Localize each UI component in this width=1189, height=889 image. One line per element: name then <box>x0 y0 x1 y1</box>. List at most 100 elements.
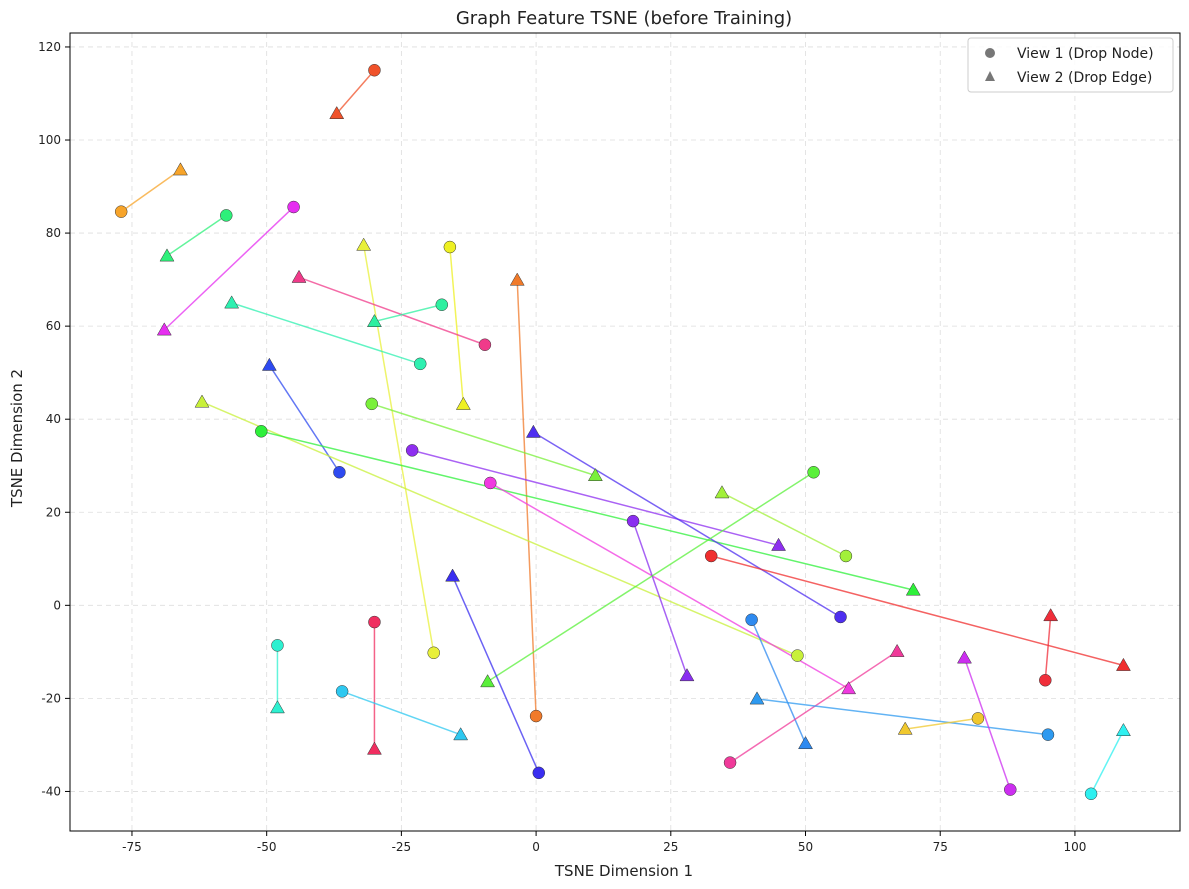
pair-connector-line <box>905 717 979 730</box>
pair-connector-line <box>120 169 181 213</box>
view1-point <box>335 685 349 698</box>
axis-ticks: -75 -50 -25 0 25 50 75 100 -40 -20 0 20 40 60 80 100 120 <box>38 40 1086 854</box>
view2-point <box>224 295 240 309</box>
view2-point <box>897 721 913 735</box>
view1-point <box>723 756 737 769</box>
y-tick-label: 0 <box>53 598 61 612</box>
view2-point <box>445 568 461 582</box>
y-tick-label: 100 <box>38 133 61 147</box>
view2-point <box>1043 608 1059 622</box>
legend-circle-icon <box>985 48 995 58</box>
pair-connector-line <box>231 302 421 365</box>
legend-entry-view1: View 1 (Drop Node) <box>1017 46 1154 62</box>
x-tick-label: -25 <box>392 840 412 854</box>
x-tick-label: 0 <box>532 840 540 854</box>
view2-point <box>173 162 188 176</box>
view2-point <box>1115 722 1131 736</box>
x-tick-label: -50 <box>257 840 277 854</box>
view2-point <box>261 357 277 371</box>
pair-connector-line <box>298 276 486 346</box>
view2-point <box>889 643 905 657</box>
y-tick-label: 40 <box>46 412 61 426</box>
legend-box <box>967 37 1174 93</box>
view2-point <box>367 313 382 327</box>
view1-point <box>532 766 546 780</box>
pair-connector-line <box>750 619 807 744</box>
pair-connector-line <box>711 555 1124 667</box>
plot-area-frame <box>69 32 1181 832</box>
pair-connector-line <box>516 280 537 717</box>
view2-point <box>905 582 921 596</box>
pair-connector-line <box>756 698 1049 736</box>
view1-point <box>704 549 718 563</box>
pair-connector-line <box>451 575 540 774</box>
view2-point <box>356 237 372 251</box>
pair-connector-line <box>1044 615 1052 681</box>
view2-point <box>156 322 172 336</box>
pair-connector-line <box>163 206 295 331</box>
y-tick-label: 80 <box>46 226 61 240</box>
view2-point <box>455 396 471 410</box>
view1-point <box>368 615 381 629</box>
x-tick-label: 25 <box>663 840 678 854</box>
pair-connector-lines <box>120 69 1125 795</box>
pair-connector-line <box>201 401 798 657</box>
pair-connector-line <box>729 650 898 764</box>
pair-connector-line <box>268 364 341 473</box>
view2-point <box>798 736 813 750</box>
view1-point <box>413 357 427 371</box>
view2-point <box>957 650 972 664</box>
pair-connector-line <box>371 403 596 477</box>
view1-point <box>368 63 381 77</box>
pair-connector-line <box>489 482 849 690</box>
pair-connector-line <box>632 520 688 676</box>
view2-point <box>679 668 695 682</box>
x-tick-label: 75 <box>933 840 948 854</box>
view2-point <box>587 468 603 482</box>
view1-point <box>365 397 378 411</box>
chart-title: Graph Feature TSNE (before Training) <box>456 8 792 29</box>
x-tick-label: 100 <box>1063 840 1086 854</box>
pair-connector-line <box>533 431 841 618</box>
view2-point <box>367 741 382 755</box>
view2-point <box>771 537 786 551</box>
view2-point <box>525 424 541 438</box>
pair-connector-line <box>166 214 227 257</box>
y-tick-label: 60 <box>46 319 61 333</box>
y-axis-label: TSNE Dimension 2 <box>8 369 26 508</box>
view1-point <box>435 298 449 311</box>
pair-connector-line <box>362 245 435 653</box>
view1-point <box>1039 673 1052 687</box>
view1-point <box>114 205 128 218</box>
view2-point <box>453 727 469 741</box>
view2-point <box>159 248 175 262</box>
view1-point <box>287 200 300 214</box>
view1-point <box>791 649 804 662</box>
x-axis-label: TSNE Dimension 1 <box>554 862 693 880</box>
view1-point <box>971 712 985 725</box>
view2-point <box>841 681 857 695</box>
view2-point <box>1115 657 1131 671</box>
view1-point <box>1084 787 1098 801</box>
view1-point <box>834 610 847 624</box>
pair-connector-line <box>374 304 442 323</box>
pair-connector-line <box>487 471 814 683</box>
legend-entry-view2: View 2 (Drop Edge) <box>1017 70 1152 86</box>
legend-triangle-icon <box>985 71 995 81</box>
view1-point <box>220 209 233 222</box>
view1-point <box>529 709 543 723</box>
pair-connector-line <box>336 69 376 114</box>
view1-point <box>405 444 419 457</box>
view1-point <box>333 465 346 479</box>
view2-point <box>291 269 307 283</box>
pair-connector-line <box>261 430 914 591</box>
pair-connector-line <box>341 690 461 736</box>
y-tick-label: -40 <box>41 784 61 798</box>
view1-point <box>839 549 853 563</box>
view2-point <box>270 700 285 714</box>
view1-point <box>443 240 457 254</box>
pair-connector-line <box>449 246 465 405</box>
data-markers <box>114 63 1131 801</box>
view2-point <box>194 394 210 408</box>
